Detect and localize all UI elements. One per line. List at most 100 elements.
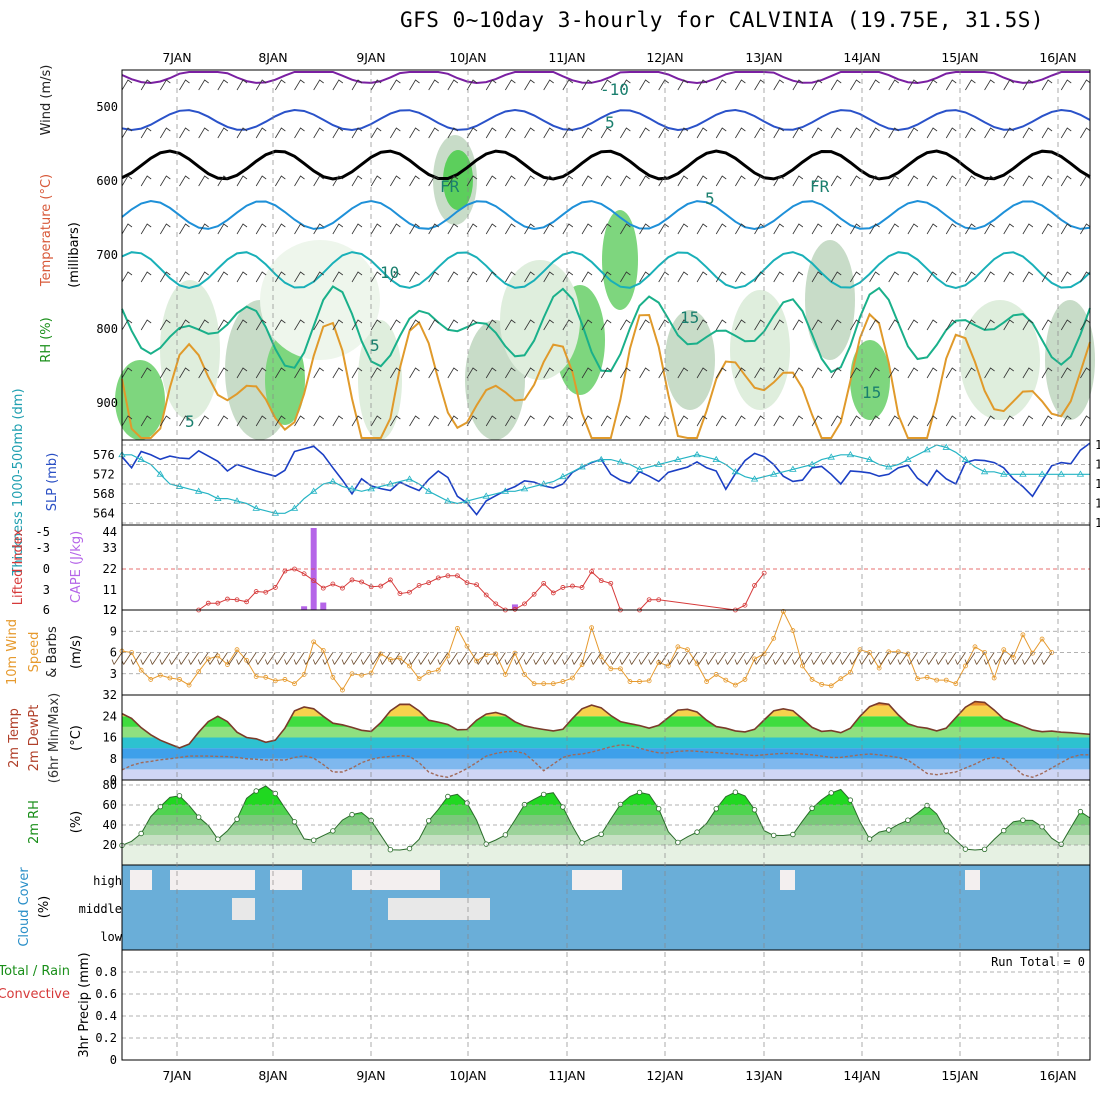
upper-wind-barb [370, 271, 382, 283]
upper-wind-barb [428, 79, 439, 91]
upper-wind-barb [159, 415, 171, 427]
upper-wind-barb [792, 175, 804, 187]
upper-wind-barb [275, 175, 286, 187]
temp-tick: 16 [103, 731, 117, 745]
upper-wind-barb [275, 271, 286, 283]
upper-wind-barb [754, 127, 765, 139]
wind-speed-line [121, 610, 1053, 691]
wind-marker [809, 677, 815, 682]
upper-wind-barb [428, 271, 439, 283]
upper-wind-barb [294, 127, 305, 139]
wind-barb [379, 652, 391, 665]
upper-wind-barb [370, 79, 382, 91]
rh-marker [310, 837, 317, 843]
wind-marker [378, 651, 384, 657]
wind-barb [274, 652, 286, 665]
upper-wind-barb [773, 223, 784, 235]
upper-wind-barb [198, 127, 209, 139]
upper-wind-barb [505, 79, 516, 91]
upper-wind-barb [198, 223, 209, 235]
upper-wind-barb [811, 175, 823, 187]
upper-wind-barb [677, 79, 689, 91]
temp-contour-2 [121, 149, 1091, 181]
upper-wind-barb [198, 415, 209, 427]
wind-marker [292, 681, 297, 687]
temp-tick: 8 [110, 752, 117, 766]
upper-wind-barb [620, 319, 631, 331]
thickness-marker [578, 463, 586, 470]
wind-marker [915, 676, 920, 682]
wind-marker [138, 667, 144, 673]
wind-marker [675, 644, 681, 650]
upper-wind-barb [370, 367, 382, 379]
rh-marker [771, 832, 777, 839]
precip-tick: 0.6 [95, 987, 117, 1001]
upper-wind-barb [562, 79, 574, 91]
thickness-marker [616, 458, 625, 465]
precip-tick: 0.8 [95, 965, 117, 979]
rh-marker [330, 828, 336, 834]
wind-marker [828, 683, 834, 689]
wind-marker [186, 682, 192, 688]
rh-marker [809, 805, 815, 811]
upper-wind-barb [159, 127, 171, 139]
wind-barb [1012, 652, 1024, 665]
upper-wind-barb [600, 175, 612, 187]
wind-barb [677, 652, 688, 665]
thickness-marker [175, 482, 184, 489]
upper-wind-barb [294, 415, 305, 427]
upper-wind-barb [466, 415, 478, 427]
wind-barb [581, 652, 592, 665]
li-marker [244, 599, 249, 605]
upper-wind-barb [485, 271, 497, 283]
upper-wind-barb [159, 223, 171, 235]
upper-wind-barb [735, 175, 746, 187]
upper-wind-barb [409, 271, 420, 283]
upper-wind-barb [907, 127, 919, 139]
upper-wind-barb [792, 415, 804, 427]
li-marker [435, 575, 441, 581]
wind-barb [236, 652, 247, 665]
upper-wind-barb [351, 367, 363, 379]
upper-air-panel: -10 5 FR FR 5 10 15 5 15 5 500 600 700 800 900 [96, 71, 1095, 440]
upper-wind-barb [370, 319, 382, 331]
wind-barb [725, 652, 736, 665]
wind-marker [924, 674, 930, 680]
upper-wind-barb [236, 127, 248, 139]
upper-wind-barb [1003, 367, 1014, 379]
upper-wind-barb [735, 271, 746, 283]
dewpt-label: 2m DewPt [27, 705, 42, 772]
wind-marker [272, 678, 278, 684]
wind-barb [485, 652, 497, 665]
upper-wind-barb [1022, 79, 1034, 91]
upper-wind-barb [179, 319, 190, 331]
upper-wind-barb [754, 319, 765, 331]
upper-wind-barb [792, 79, 804, 91]
upper-wind-barb [888, 127, 899, 139]
rh-marker [521, 801, 528, 808]
upper-wind-barb [965, 175, 976, 187]
upper-wind-barb [965, 127, 976, 139]
wind-barb [840, 652, 851, 665]
temp-bands [122, 701, 1090, 780]
li-marker [416, 583, 422, 588]
upper-wind-barb [236, 79, 248, 91]
wind-marker [244, 657, 249, 663]
chart-title: GFS 0~10day 3-hourly for CALVINIA (19.75… [400, 8, 1045, 32]
upper-wind-barb [1041, 415, 1053, 427]
upper-wind-barb [639, 223, 650, 235]
wind-barb [494, 652, 506, 665]
li-marker [215, 600, 221, 606]
li-marker [407, 589, 412, 595]
thickness-marker [1000, 470, 1008, 477]
upper-wind-barb [428, 127, 439, 139]
wind-marker [589, 625, 595, 631]
contour-label: 5 [705, 189, 715, 208]
wind-marker [742, 677, 748, 682]
upper-wind-barb [236, 319, 248, 331]
wind-barb [312, 652, 324, 665]
li-marker [253, 589, 259, 594]
upper-wind-barb [562, 175, 574, 187]
rh-marker [560, 804, 566, 810]
rh-tick: 60 [103, 798, 117, 812]
